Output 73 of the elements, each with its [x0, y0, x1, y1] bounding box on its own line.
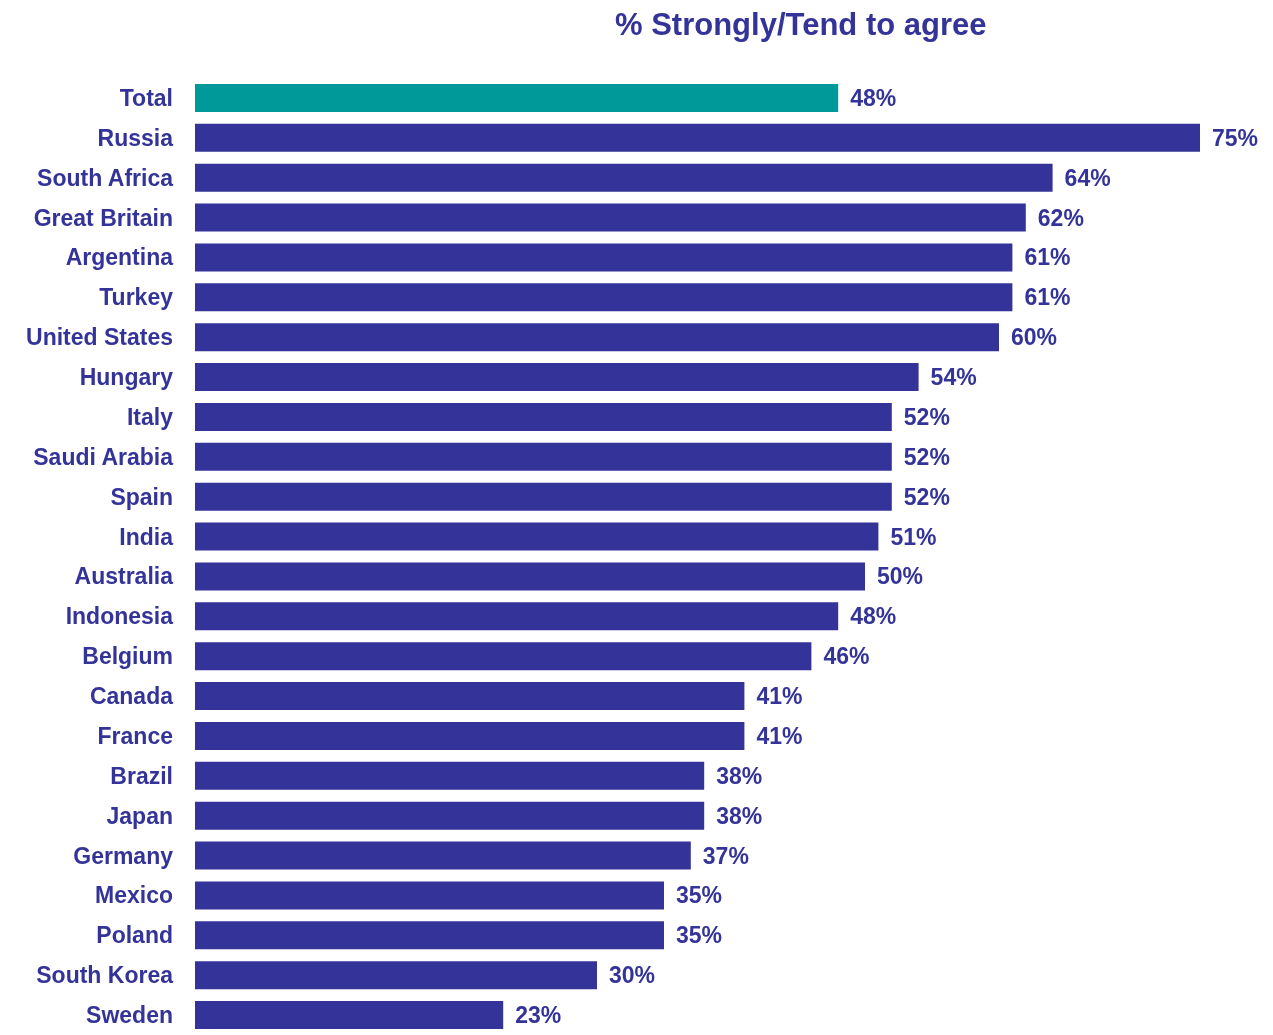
bar	[195, 83, 839, 112]
y-tick-label: Brazil	[110, 762, 173, 789]
data-label: 46%	[823, 643, 870, 670]
chart-title: % Strongly/Tend to agree	[615, 7, 987, 42]
y-tick-label: Australia	[74, 563, 174, 590]
data-label: 75%	[1212, 124, 1259, 151]
y-tick-label: Canada	[89, 683, 174, 710]
bar	[195, 442, 892, 471]
bar	[195, 1001, 504, 1030]
bar	[195, 682, 745, 711]
bar	[195, 123, 1200, 152]
y-tick-label: Russia	[97, 124, 174, 151]
y-tick-label: Sweden	[86, 1002, 173, 1029]
y-tick-label: Indonesia	[65, 603, 174, 630]
bar	[195, 283, 1013, 312]
data-label: 35%	[676, 922, 723, 949]
bar	[195, 841, 691, 870]
y-tick-label: Belgium	[82, 643, 173, 670]
data-label: 23%	[515, 1002, 562, 1029]
y-tick-label: Turkey	[99, 284, 174, 311]
data-label: 64%	[1064, 164, 1111, 191]
data-label: 48%	[850, 603, 897, 630]
bar	[195, 642, 812, 671]
y-tick-label: Poland	[96, 922, 173, 949]
bar	[195, 562, 865, 591]
y-tick-label: Spain	[110, 483, 173, 510]
data-label: 37%	[702, 842, 749, 869]
y-tick-label: Saudi Arabia	[33, 443, 174, 470]
data-label: 41%	[756, 722, 803, 749]
data-label: 52%	[903, 443, 950, 470]
data-label: 51%	[890, 523, 937, 550]
data-label: 61%	[1024, 284, 1071, 311]
data-label: 35%	[676, 882, 723, 909]
y-tick-label: Total	[119, 84, 173, 111]
data-label: 54%	[930, 364, 977, 391]
data-label: 52%	[903, 483, 950, 510]
data-label: 30%	[609, 962, 656, 989]
bar	[195, 203, 1026, 232]
data-label: 38%	[716, 762, 763, 789]
y-tick-label: United States	[26, 324, 173, 351]
y-tick-label: Argentina	[65, 244, 174, 271]
y-tick-label: Great Britain	[33, 204, 173, 231]
y-tick-label: South Africa	[37, 164, 174, 191]
y-tick-label: India	[119, 523, 174, 550]
bar	[195, 323, 999, 352]
bar	[195, 761, 705, 790]
data-label: 41%	[756, 683, 803, 710]
bar	[195, 363, 919, 392]
bar	[195, 721, 745, 750]
data-label: 61%	[1024, 244, 1071, 271]
data-label: 60%	[1011, 324, 1058, 351]
bar	[195, 961, 597, 990]
data-label: 50%	[877, 563, 924, 590]
y-tick-label: Germany	[73, 842, 174, 869]
y-tick-label: Mexico	[95, 882, 173, 909]
bar	[195, 402, 892, 431]
data-label: 52%	[903, 403, 950, 430]
y-tick-label: France	[97, 722, 173, 749]
y-tick-label: South Korea	[36, 962, 174, 989]
bar	[195, 243, 1013, 272]
y-tick-label: Italy	[126, 403, 174, 430]
bar	[195, 163, 1053, 192]
data-label: 38%	[716, 802, 763, 829]
bar	[195, 801, 705, 830]
bar	[195, 482, 892, 511]
bar	[195, 881, 664, 910]
y-tick-label: Hungary	[79, 364, 174, 391]
y-tick-label: Japan	[106, 802, 173, 829]
data-label: 48%	[850, 84, 897, 111]
bar	[195, 602, 839, 631]
bar	[195, 921, 664, 950]
data-label: 62%	[1037, 204, 1084, 231]
bar	[195, 522, 879, 551]
